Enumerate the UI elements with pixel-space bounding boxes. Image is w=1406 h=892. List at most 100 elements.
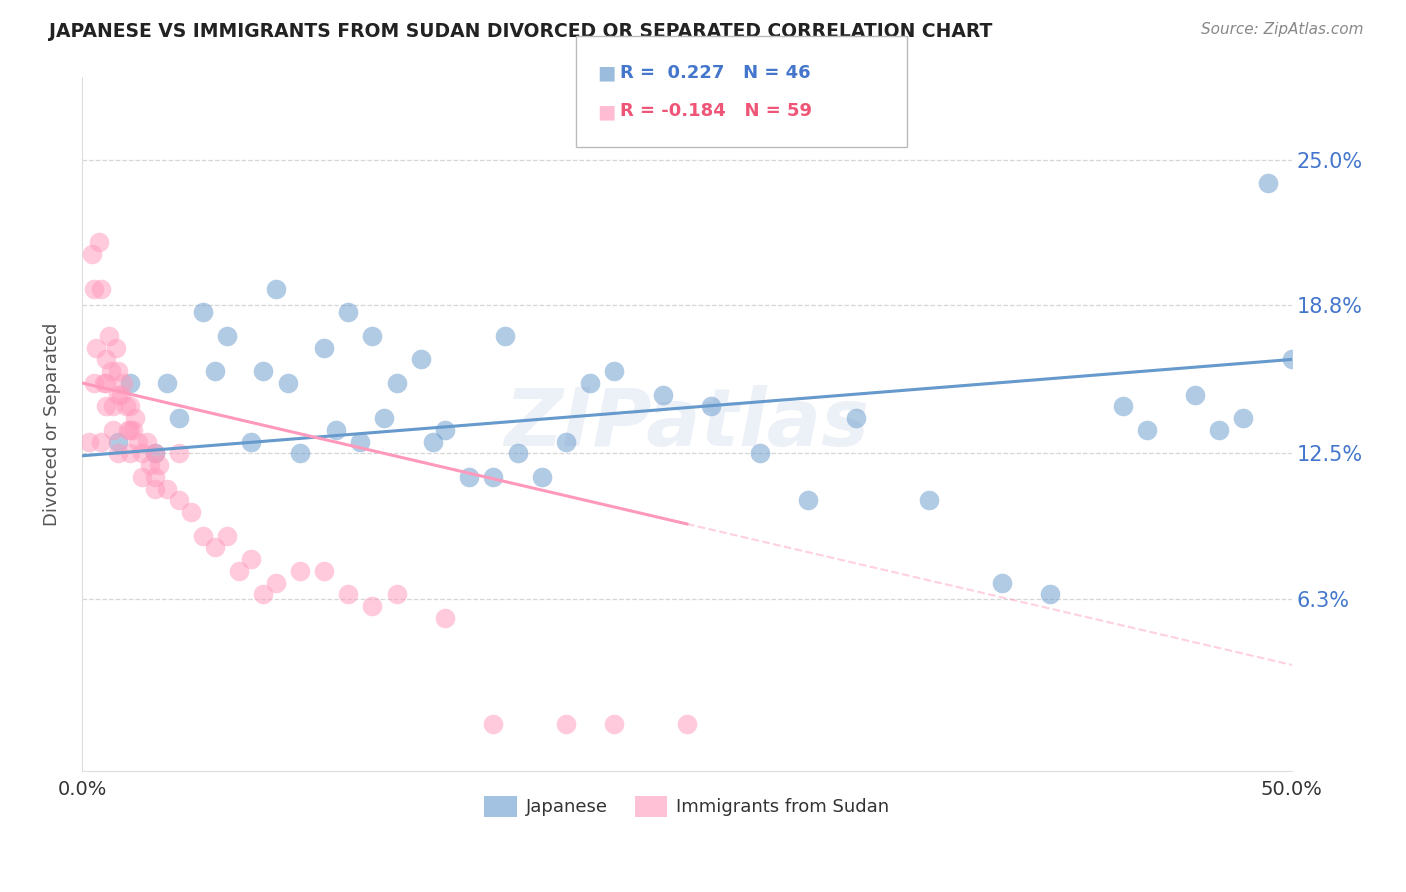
Point: [94, 400, 117, 414]
Point: [288, 446, 311, 460]
Point: [325, 423, 347, 437]
Point: [1039, 587, 1062, 601]
Point: [86, 341, 108, 355]
Point: [143, 470, 166, 484]
Point: [1184, 387, 1206, 401]
Point: [100, 364, 122, 378]
Point: [103, 423, 125, 437]
Point: [110, 387, 132, 401]
Point: [104, 341, 127, 355]
Point: [114, 400, 136, 414]
Point: [240, 434, 263, 449]
Point: [93, 376, 115, 390]
Point: [349, 434, 371, 449]
Point: [83, 282, 105, 296]
Point: [117, 423, 139, 437]
Point: [1281, 352, 1303, 367]
Point: [252, 364, 274, 378]
Point: [120, 400, 142, 414]
Text: ■: ■: [598, 102, 616, 121]
Point: [90, 282, 112, 296]
Point: [94, 352, 117, 367]
Point: [191, 305, 214, 319]
Point: [120, 423, 142, 437]
Y-axis label: Divorced or Separated: Divorced or Separated: [44, 322, 60, 525]
Point: [180, 505, 202, 519]
Point: [530, 470, 553, 484]
Point: [361, 599, 384, 614]
Point: [217, 329, 239, 343]
Point: [506, 446, 529, 460]
Point: [138, 458, 160, 473]
Point: [603, 716, 626, 731]
Point: [312, 564, 335, 578]
Point: [603, 364, 626, 378]
Legend: Japanese, Immigrants from Sudan: Japanese, Immigrants from Sudan: [477, 789, 897, 824]
Point: [288, 564, 311, 578]
Point: [120, 446, 142, 460]
Point: [433, 611, 456, 625]
Point: [555, 434, 578, 449]
Point: [83, 376, 105, 390]
Point: [148, 458, 170, 473]
Point: [676, 716, 699, 731]
Point: [107, 364, 129, 378]
Point: [1136, 423, 1159, 437]
Point: [555, 716, 578, 731]
Point: [143, 482, 166, 496]
Point: [167, 446, 190, 460]
Point: [80, 246, 103, 260]
Point: [918, 493, 941, 508]
Point: [107, 387, 129, 401]
Point: [204, 364, 226, 378]
Point: [167, 411, 190, 425]
Point: [87, 235, 110, 249]
Text: R = -0.184   N = 59: R = -0.184 N = 59: [620, 103, 813, 120]
Point: [204, 541, 226, 555]
Text: ZIPatlas: ZIPatlas: [505, 385, 869, 463]
Point: [1111, 400, 1133, 414]
Point: [127, 434, 149, 449]
Point: [1208, 423, 1230, 437]
Point: [700, 400, 723, 414]
Point: [373, 411, 395, 425]
Point: [845, 411, 868, 425]
Point: [143, 446, 166, 460]
Point: [337, 305, 360, 319]
Point: [385, 376, 408, 390]
Point: [252, 587, 274, 601]
Point: [264, 282, 287, 296]
Point: [228, 564, 250, 578]
Point: [458, 470, 481, 484]
Point: [433, 423, 456, 437]
Point: [90, 434, 112, 449]
Point: [264, 575, 287, 590]
Point: [107, 434, 129, 449]
Point: [277, 376, 299, 390]
Point: [361, 329, 384, 343]
Point: [124, 411, 146, 425]
Point: [797, 493, 820, 508]
Point: [167, 493, 190, 508]
Point: [217, 529, 239, 543]
Point: [103, 400, 125, 414]
Point: [77, 434, 100, 449]
Point: [131, 446, 153, 460]
Point: [136, 434, 159, 449]
Text: Source: ZipAtlas.com: Source: ZipAtlas.com: [1201, 22, 1364, 37]
Text: JAPANESE VS IMMIGRANTS FROM SUDAN DIVORCED OR SEPARATED CORRELATION CHART: JAPANESE VS IMMIGRANTS FROM SUDAN DIVORC…: [49, 22, 993, 41]
Point: [107, 446, 129, 460]
Point: [422, 434, 444, 449]
Point: [482, 470, 505, 484]
Point: [651, 387, 673, 401]
Point: [337, 587, 360, 601]
Point: [120, 376, 142, 390]
Point: [385, 587, 408, 601]
Point: [112, 376, 135, 390]
Point: [94, 376, 117, 390]
Point: [748, 446, 770, 460]
Point: [121, 423, 143, 437]
Point: [494, 329, 516, 343]
Point: [409, 352, 432, 367]
Point: [156, 376, 179, 390]
